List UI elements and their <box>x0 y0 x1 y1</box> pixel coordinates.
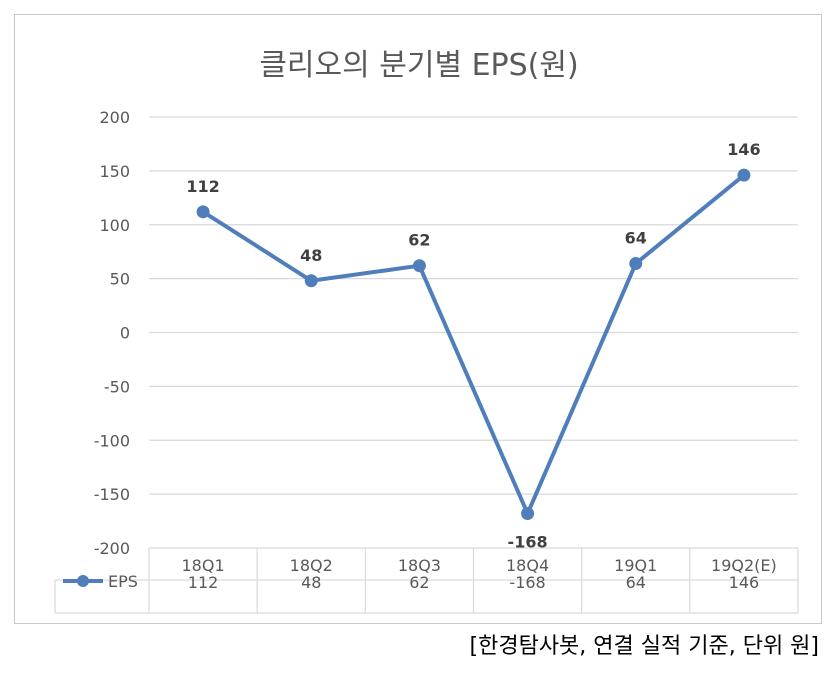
table-value: 146 <box>729 573 760 592</box>
eps-line-chart: 클리오의 분기별 EPS(원) 200 150 100 50 0 -50 -100 -150 -… <box>54 48 799 614</box>
category-label: 19Q2(E) <box>711 556 777 575</box>
y-tick-label: 50 <box>110 270 130 289</box>
table-value: 48 <box>301 573 321 592</box>
data-point <box>196 205 210 219</box>
source-note: [한경탐사봇, 연결 실적 기준, 단위 원] <box>469 634 819 659</box>
y-tick-label: 150 <box>99 162 130 181</box>
data-labels: 112 48 62 -168 64 146 <box>186 140 760 551</box>
data-point <box>412 259 426 273</box>
data-table: 18Q1 18Q2 18Q3 18Q4 19Q1 19Q2(E) EPS 112 48 62 -16… <box>54 547 799 614</box>
y-tick-label: 200 <box>99 108 130 127</box>
category-label: 19Q1 <box>614 556 657 575</box>
data-label: 62 <box>408 231 430 250</box>
series-line <box>202 173 746 516</box>
table-value: -168 <box>509 573 545 592</box>
y-tick-label: -150 <box>94 485 130 504</box>
table-value: 62 <box>409 573 429 592</box>
category-label: 18Q3 <box>398 556 441 575</box>
data-label: 112 <box>186 177 219 196</box>
data-point <box>629 257 643 271</box>
data-label: -168 <box>508 533 548 552</box>
y-tick-label: 0 <box>120 324 130 343</box>
category-label: 18Q1 <box>182 556 225 575</box>
table-value: 112 <box>188 573 219 592</box>
chart-title: 클리오의 분기별 EPS(원) <box>259 48 578 83</box>
data-label: 64 <box>625 229 647 248</box>
y-tick-label: 100 <box>99 216 130 235</box>
y-tick-label: -50 <box>104 377 130 396</box>
table-value: 64 <box>626 573 646 592</box>
data-label: 146 <box>727 140 760 159</box>
data-point <box>521 507 535 521</box>
data-label: 48 <box>300 246 322 265</box>
y-tick-label: -200 <box>94 539 130 558</box>
category-label: 18Q2 <box>290 556 333 575</box>
legend-label: EPS <box>108 572 138 591</box>
legend-marker <box>77 575 89 587</box>
data-point <box>304 274 318 288</box>
y-tick-label: -100 <box>94 431 130 450</box>
series-eps <box>196 168 751 521</box>
chart-frame: 클리오의 분기별 EPS(원) 200 150 100 50 0 -50 -100 -150 -… <box>14 14 822 624</box>
category-label: 18Q4 <box>506 556 549 575</box>
y-axis-ticks: 200 150 100 50 0 -50 -100 -150 -200 <box>94 108 130 558</box>
data-point <box>737 168 751 182</box>
gridlines <box>149 116 798 495</box>
